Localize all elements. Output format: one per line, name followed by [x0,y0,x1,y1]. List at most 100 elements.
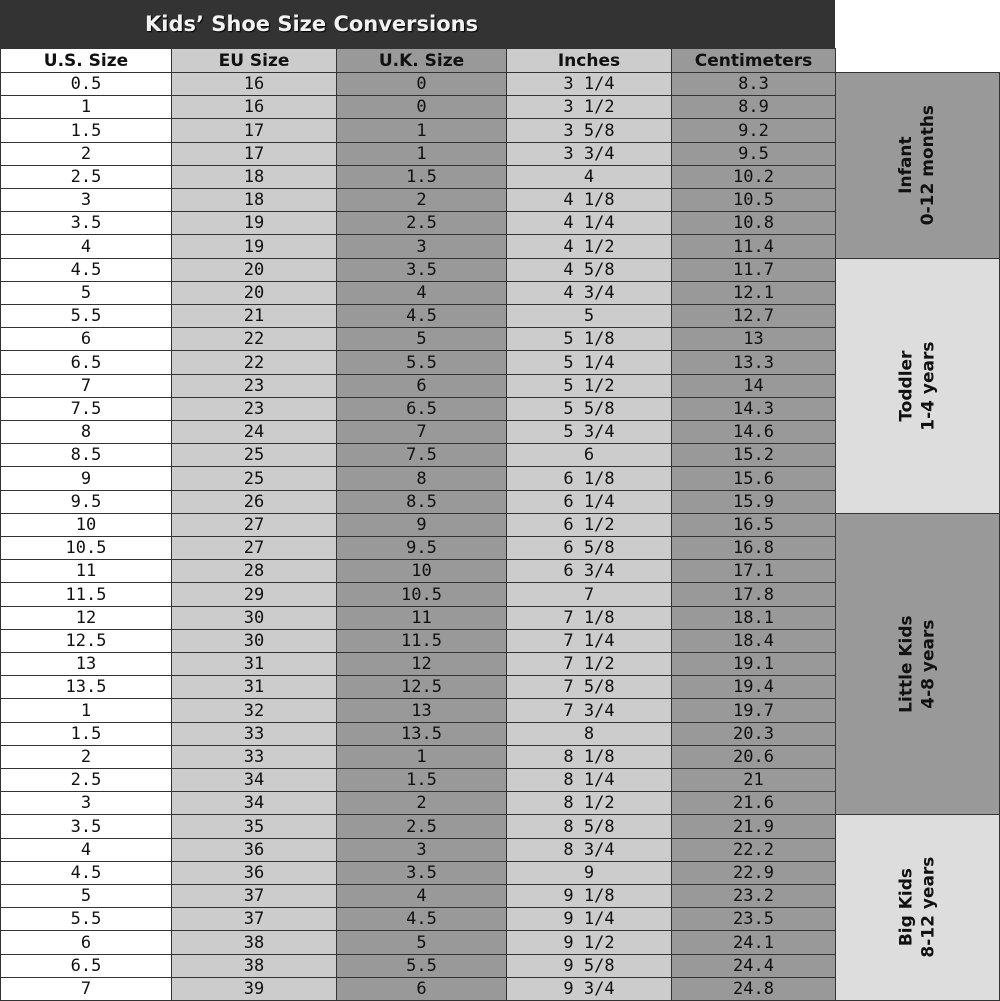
table-cell: 12 [336,652,507,676]
table-cell: 7 3/4 [506,698,672,723]
table-cell: 5 1/2 [506,374,672,398]
table-cell: 10.2 [671,165,836,189]
table-cell: 3 1/2 [506,95,672,119]
table-cell: 24.4 [671,954,836,978]
table-cell: 6.5 [336,397,507,421]
table-cell: 24.8 [671,977,836,1001]
table-cell: 9.5 [0,490,172,514]
table-cell: 7 1/8 [506,606,672,630]
table-cell: 18.1 [671,606,836,630]
table-cell: 5 [336,930,507,955]
age-group-name: Toddler [896,350,917,422]
table-cell: 4 [0,234,172,259]
column-header: Inches [506,48,672,73]
table-cell: 4 [336,281,507,305]
table-cell: 25 [171,443,337,467]
table-cell: 16.5 [671,513,836,537]
age-group-name: Big Kids [896,868,917,947]
table-title: Kids’ Shoe Size Conversions [0,0,835,48]
table-cell: 23.5 [671,907,836,931]
table-cell: 10.5 [0,536,172,560]
table-cell: 4.5 [0,861,172,885]
table-cell: 34 [171,791,337,815]
table-cell: 1 [336,118,507,143]
table-cell: 6 1/8 [506,466,672,491]
table-cell: 8 1/8 [506,745,672,769]
table-cell: 37 [171,884,337,908]
table-cell: 1.5 [0,118,172,143]
table-cell: 6 [0,930,172,955]
table-cell: 36 [171,861,337,885]
table-cell: 2 [0,142,172,166]
table-cell: 13 [0,652,172,676]
column-header: U.S. Size [0,48,172,73]
table-cell: 22.9 [671,861,836,885]
table-cell: 24 [171,420,337,444]
table-cell: 24.1 [671,930,836,955]
table-cell: 4 1/8 [506,188,672,212]
table-cell: 5 [0,281,172,305]
table-cell: 21 [171,304,337,328]
table-cell: 1 [0,698,172,723]
column-header: U.K. Size [336,48,507,73]
table-cell: 9 5/8 [506,954,672,978]
table-cell: 16 [171,72,337,96]
table-cell: 22 [171,327,337,351]
table-cell: 13 [671,327,836,351]
table-cell: 5.5 [336,350,507,375]
table-cell: 6 1/4 [506,490,672,514]
table-cell: 3.5 [0,814,172,839]
table-cell: 7.5 [0,397,172,421]
table-cell: 8 [336,466,507,491]
table-cell: 7 [506,582,672,607]
table-cell: 10.8 [671,211,836,235]
table-cell: 25 [171,466,337,491]
table-cell: 1 [336,142,507,166]
table-cell: 17.1 [671,559,836,583]
table-cell: 9 3/4 [506,977,672,1001]
table-cell: 15.6 [671,466,836,491]
table-cell: 10.5 [336,582,507,607]
table-cell: 4 5/8 [506,258,672,282]
table-cell: 20.6 [671,745,836,769]
table-cell: 6.5 [0,350,172,375]
table-cell: 14 [671,374,836,398]
table-cell: 15.9 [671,490,836,514]
table-cell: 34 [171,768,337,792]
age-group-name: Little Kids [896,615,917,713]
age-group-text: Infant 0-12 months [895,105,939,225]
table-cell: 10 [0,513,172,537]
table-cell: 20.3 [671,722,836,746]
table-cell: 7 1/4 [506,629,672,653]
table-cell: 9 [0,466,172,491]
table-cell: 6 [506,443,672,467]
table-cell: 12.1 [671,281,836,305]
table-cell: 6 1/2 [506,513,672,537]
table-cell: 7.5 [336,443,507,467]
table-cell: 5 [506,304,672,328]
table-cell: 22.2 [671,838,836,862]
table-cell: 27 [171,513,337,537]
table-cell: 8 5/8 [506,814,672,839]
table-cell: 4 3/4 [506,281,672,305]
table-cell: 31 [171,675,337,699]
table-cell: 2 [336,791,507,815]
table-cell: 3 1/4 [506,72,672,96]
table-cell: 3.5 [336,258,507,282]
table-cell: 3 [336,838,507,862]
table-cell: 19.1 [671,652,836,676]
table-cell: 11.5 [336,629,507,653]
table-cell: 1.5 [336,165,507,189]
table-cell: 17 [171,118,337,143]
table-cell: 3.5 [336,861,507,885]
age-group-range: 1-4 years [918,341,939,431]
table-cell: 33 [171,745,337,769]
table-cell: 21.9 [671,814,836,839]
table-cell: 38 [171,954,337,978]
table-cell: 9 1/2 [506,930,672,955]
table-cell: 2 [0,745,172,769]
table-cell: 16.8 [671,536,836,560]
table-cell: 12.5 [0,629,172,653]
table-cell: 26 [171,490,337,514]
table-cell: 12.5 [336,675,507,699]
